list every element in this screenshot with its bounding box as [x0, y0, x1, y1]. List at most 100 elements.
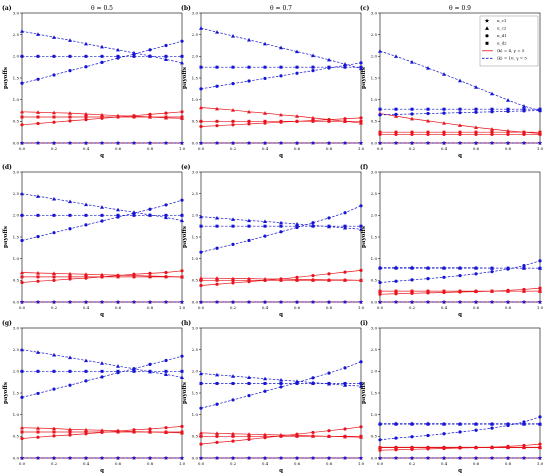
x-tick-label: 0.6	[473, 146, 480, 151]
panel-title: θ = 0.9	[449, 5, 471, 12]
data-point-red-circle	[164, 426, 168, 430]
data-point-blue-square	[180, 213, 184, 217]
data-point-blue-square	[474, 422, 478, 426]
data-point-blue-star	[67, 455, 73, 460]
data-point-blue-square	[84, 213, 88, 217]
series-line-blue-circle	[379, 260, 541, 283]
data-point-blue-star	[214, 140, 220, 145]
y-tick-label: 0.5	[371, 119, 378, 124]
data-point-blue-circle	[426, 277, 430, 281]
x-axis-label: q	[458, 468, 462, 473]
data-point-red-square	[231, 119, 235, 123]
data-point-blue-square	[343, 65, 347, 69]
data-point-red-square	[164, 115, 168, 119]
data-point-blue-circle	[68, 383, 72, 387]
x-tick-label: 0.4	[441, 305, 448, 310]
data-point-blue-star	[457, 299, 463, 304]
data-point-red-square	[538, 446, 542, 450]
x-tick-label: 0.0	[377, 305, 384, 310]
data-point-red-triangle	[68, 111, 72, 115]
data-point-blue-triangle	[474, 85, 478, 89]
data-point-blue-square	[247, 224, 251, 228]
data-point-blue-square	[20, 54, 24, 58]
data-point-blue-circle	[84, 379, 88, 383]
data-point-blue-star	[262, 140, 268, 145]
data-point-blue-triangle	[231, 33, 235, 38]
data-point-red-square	[231, 278, 235, 282]
y-tick-label: 0.5	[192, 119, 199, 124]
data-point-blue-triangle	[20, 29, 24, 33]
data-point-blue-star	[409, 140, 415, 145]
data-point-blue-square	[279, 381, 283, 385]
data-point-blue-triangle	[180, 218, 184, 223]
data-point-red-circle	[343, 270, 347, 274]
data-point-blue-triangle	[36, 32, 40, 36]
data-point-red-square	[148, 430, 152, 434]
y-tick-label: 2.0	[371, 213, 378, 218]
data-point-blue-square	[295, 65, 299, 69]
data-point-blue-circle	[359, 360, 363, 364]
data-point-blue-square	[311, 224, 315, 228]
data-point-red-square	[132, 430, 136, 434]
y-tick-label: 3.0	[371, 325, 378, 330]
data-point-red-square	[538, 289, 542, 293]
data-point-red-square	[116, 430, 120, 434]
data-point-blue-star	[131, 140, 137, 145]
data-point-blue-circle	[327, 371, 331, 375]
data-point-red-square	[394, 446, 398, 450]
data-point-blue-star	[51, 299, 57, 304]
data-point-blue-triangle	[116, 47, 120, 52]
data-point-blue-star	[393, 455, 399, 460]
legend-label: u_c1	[497, 18, 506, 23]
data-point-blue-triangle	[52, 352, 56, 357]
x-axis-label: q	[279, 153, 283, 159]
data-point-blue-square	[410, 422, 414, 426]
data-point-red-square	[180, 430, 184, 434]
y-tick-label: 1.0	[371, 97, 378, 102]
data-point-red-triangle	[247, 109, 251, 114]
x-tick-label: 0.6	[294, 305, 301, 310]
data-point-red-square	[52, 115, 56, 119]
x-tick-label: 0.2	[51, 461, 58, 466]
data-point-red-square	[279, 278, 283, 282]
data-point-blue-star	[358, 299, 364, 304]
data-point-blue-star	[179, 140, 185, 145]
data-point-blue-square	[247, 381, 251, 385]
data-point-blue-square	[295, 224, 299, 228]
data-point-blue-triangle	[116, 364, 120, 368]
data-point-blue-star	[521, 299, 527, 304]
y-tick-label: 2.0	[13, 213, 20, 218]
data-point-blue-star	[425, 140, 431, 145]
data-point-red-square	[506, 130, 510, 134]
data-point-blue-star	[473, 299, 479, 304]
y-tick-label: 3.0	[192, 10, 199, 15]
data-point-red-square	[247, 434, 251, 438]
x-tick-label: 1.0	[179, 461, 186, 466]
data-point-blue-square	[410, 266, 414, 270]
data-point-blue-triangle	[180, 60, 184, 65]
y-tick-label: 2.0	[13, 369, 20, 374]
data-point-red-square	[327, 119, 331, 123]
panel-label: (g)	[2, 320, 12, 327]
data-point-blue-star	[230, 455, 236, 460]
x-tick-label: 0.4	[262, 305, 269, 310]
data-point-blue-square	[164, 54, 168, 58]
data-point-blue-circle	[279, 74, 283, 78]
data-point-red-circle	[394, 292, 398, 296]
data-point-red-circle	[359, 425, 363, 429]
data-point-blue-star	[294, 455, 300, 460]
data-point-red-triangle	[20, 109, 24, 114]
data-point-red-square	[36, 275, 40, 279]
data-point-blue-square	[247, 65, 251, 69]
y-tick-label: 1.5	[371, 390, 378, 395]
x-tick-label: 1.0	[358, 146, 365, 151]
data-point-blue-star	[198, 299, 204, 304]
data-point-blue-circle	[394, 112, 398, 116]
data-point-blue-star	[115, 299, 121, 304]
data-point-blue-triangle	[20, 347, 24, 352]
data-point-blue-triangle	[359, 384, 363, 388]
data-point-blue-square	[215, 224, 219, 228]
x-tick-label: 0.8	[147, 305, 154, 310]
data-point-red-square	[474, 446, 478, 450]
data-point-red-square	[490, 446, 494, 450]
